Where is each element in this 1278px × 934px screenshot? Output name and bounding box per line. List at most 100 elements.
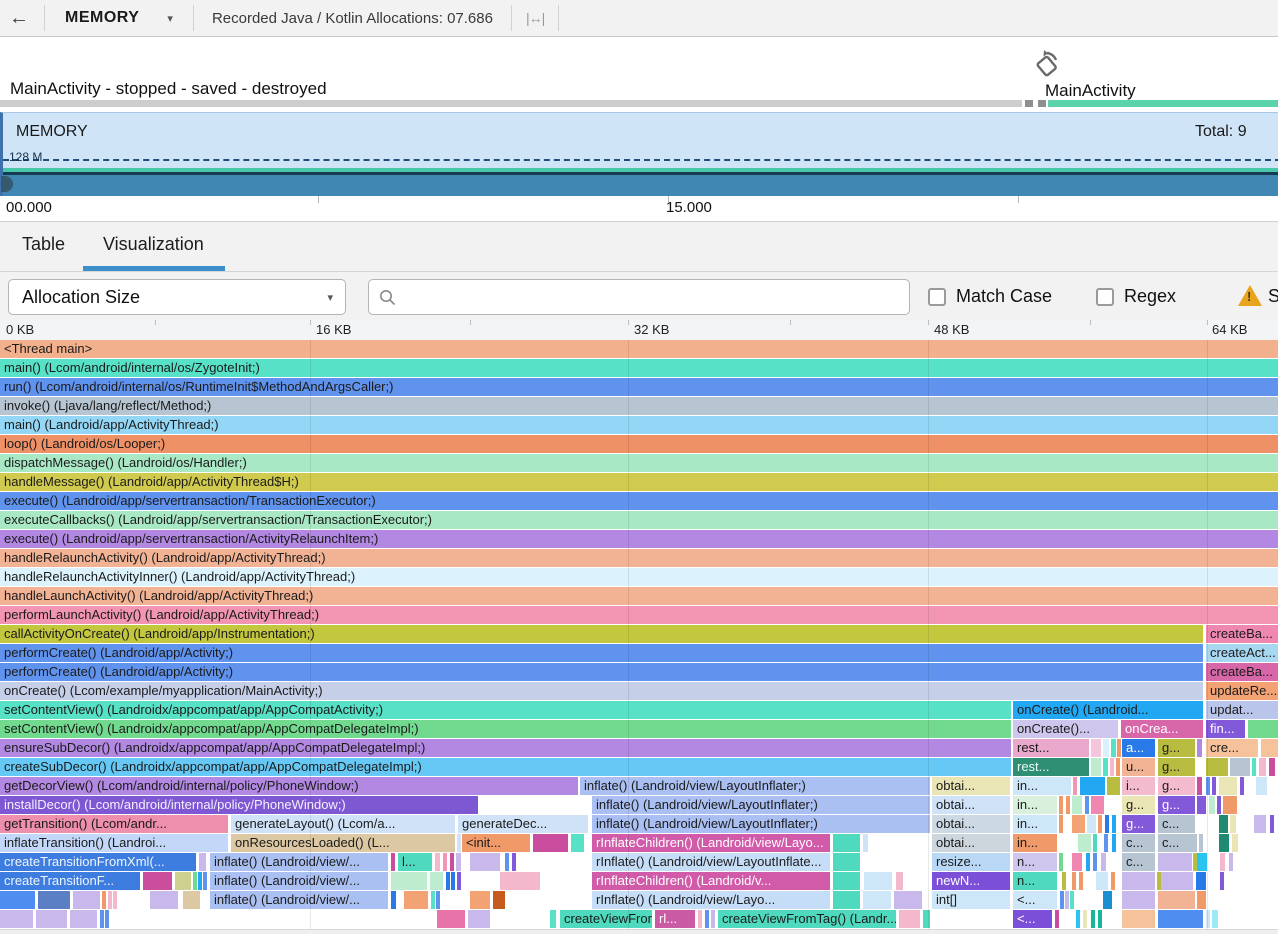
flame-sliver[interactable]	[1103, 891, 1112, 909]
lifecycle-segment[interactable]	[1048, 100, 1278, 107]
flame-sliver[interactable]	[435, 853, 440, 871]
tab-visualization[interactable]: Visualization	[103, 234, 204, 254]
flame-sliver[interactable]	[899, 910, 920, 928]
flame-sliver[interactable]	[1091, 910, 1095, 928]
flame-segment[interactable]: u...	[1122, 758, 1155, 776]
flame-segment[interactable]: performLaunchActivity() (Landroid/app/Ac…	[0, 606, 1278, 624]
flame-segment[interactable]: a...	[1122, 739, 1155, 757]
tab-table[interactable]: Table	[22, 234, 66, 254]
flame-sliver[interactable]	[1076, 910, 1080, 928]
flame-sliver[interactable]	[470, 853, 500, 871]
flame-sliver[interactable]	[1112, 834, 1116, 852]
flame-sliver[interactable]	[1256, 777, 1267, 795]
flame-sliver[interactable]	[1060, 891, 1064, 909]
flame-segment[interactable]: n...	[1013, 872, 1057, 890]
flame-sliver[interactable]	[1193, 853, 1197, 871]
flame-segment[interactable]: c...	[1122, 853, 1155, 871]
flame-segment[interactable]: rInflate() (Landroid/view/LayoutInflate.…	[592, 853, 830, 871]
flame-segment[interactable]: g...	[1158, 739, 1195, 757]
match-case-checkbox[interactable]	[928, 288, 946, 306]
flame-segment[interactable]: performCreate() (Landroid/app/Activity;)	[0, 644, 1203, 662]
flame-sliver[interactable]	[1101, 853, 1106, 871]
flame-segment[interactable]: int[]	[932, 891, 1010, 909]
flame-sliver[interactable]	[1232, 834, 1238, 852]
flame-sliver[interactable]	[533, 834, 568, 852]
flame-sliver[interactable]	[896, 872, 903, 890]
memory-track[interactable]: MEMORY Total: 9 128 M	[0, 112, 1278, 196]
flame-segment[interactable]: executeCallbacks() (Landroid/app/servert…	[0, 511, 1278, 529]
flame-sliver[interactable]	[863, 891, 891, 909]
flame-sliver[interactable]	[1066, 796, 1070, 814]
flame-sliver[interactable]	[1111, 872, 1115, 890]
flame-sliver[interactable]	[1096, 872, 1108, 890]
flame-sliver[interactable]	[430, 872, 443, 890]
flame-sliver[interactable]	[1091, 739, 1101, 757]
flame-segment[interactable]: n...	[1013, 853, 1057, 871]
flame-segment[interactable]: invoke() (Ljava/lang/reflect/Method;)	[0, 397, 1278, 415]
flame-sliver[interactable]	[1197, 853, 1207, 871]
flame-sliver[interactable]	[512, 853, 516, 871]
flame-segment[interactable]: onResourcesLoaded() (L...	[231, 834, 455, 852]
flame-segment[interactable]: handleMessage() (Landroid/app/ActivityTh…	[0, 473, 1278, 491]
flame-sliver[interactable]	[431, 891, 435, 909]
flame-sliver[interactable]	[1073, 777, 1077, 795]
flame-sliver[interactable]	[1248, 720, 1278, 738]
flame-sliver[interactable]	[1110, 758, 1114, 776]
flame-sliver[interactable]	[1197, 891, 1206, 909]
flame-segment[interactable]: inflate() (Landroid/view/...	[210, 872, 388, 890]
flame-sliver[interactable]	[1220, 853, 1225, 871]
flame-segment[interactable]: run() (Lcom/android/internal/os/RuntimeI…	[0, 378, 1278, 396]
flame-sliver[interactable]	[1122, 910, 1155, 928]
flame-sliver[interactable]	[436, 891, 440, 909]
flame-sliver[interactable]	[1209, 796, 1215, 814]
search-box[interactable]	[368, 279, 910, 315]
flame-sliver[interactable]	[102, 891, 106, 909]
flame-sliver[interactable]	[470, 891, 490, 909]
flame-sliver[interactable]	[1212, 910, 1218, 928]
flame-sliver[interactable]	[1252, 758, 1256, 776]
flame-sliver[interactable]	[70, 910, 97, 928]
flame-sliver[interactable]	[711, 910, 715, 928]
flame-segment[interactable]: cre...	[1206, 739, 1258, 757]
flame-sliver[interactable]	[108, 891, 112, 909]
flame-segment[interactable]: inflateTransition() (Landroi...	[0, 834, 228, 852]
flame-segment[interactable]: createTransitionF...	[0, 872, 140, 890]
flame-segment[interactable]: handleRelaunchActivityInner() (Landroid/…	[0, 568, 1278, 586]
flame-sliver[interactable]	[1107, 777, 1120, 795]
flame-segment[interactable]: inflate() (Landroid/view/LayoutInflater;…	[580, 777, 930, 795]
memory-track-dropdown[interactable]: MEMORY ▾	[51, 0, 187, 36]
flame-sliver[interactable]	[923, 910, 930, 928]
flame-sliver[interactable]	[193, 872, 197, 890]
flame-sliver[interactable]	[1103, 739, 1109, 757]
flame-sliver[interactable]	[864, 872, 892, 890]
flame-sliver[interactable]	[100, 910, 104, 928]
flame-sliver[interactable]	[404, 891, 428, 909]
flame-sliver[interactable]	[1206, 777, 1210, 795]
flame-sliver[interactable]	[1157, 872, 1161, 890]
timeline-ruler[interactable]: 00.000 15.000	[0, 196, 1278, 222]
flame-segment[interactable]: fin...	[1206, 720, 1245, 738]
flame-sliver[interactable]	[391, 853, 395, 871]
flame-segment[interactable]: g...	[1158, 777, 1195, 795]
flame-segment[interactable]: g...	[1122, 815, 1155, 833]
flame-segment[interactable]: c...	[1158, 815, 1195, 833]
flame-sliver[interactable]	[1065, 891, 1069, 909]
flame-segment[interactable]: in...	[1013, 777, 1071, 795]
flame-segment[interactable]: in...	[1013, 834, 1057, 852]
flame-segment[interactable]: <init...	[462, 834, 530, 852]
flame-segment[interactable]: obtai...	[932, 815, 1010, 833]
flame-segment[interactable]: inflate() (Landroid/view/...	[210, 853, 388, 871]
flame-sliver[interactable]	[113, 891, 117, 909]
flame-sliver[interactable]	[36, 910, 67, 928]
flame-segment[interactable]: main() (Lcom/android/internal/os/ZygoteI…	[0, 359, 1278, 377]
flame-segment[interactable]: onCrea...	[1121, 720, 1203, 738]
flame-sliver[interactable]	[1259, 758, 1266, 776]
flame-sliver[interactable]	[1217, 796, 1221, 814]
flame-segment[interactable]: createViewFromTa...	[560, 910, 652, 928]
flame-sliver[interactable]	[1059, 815, 1063, 833]
flame-sliver[interactable]	[505, 853, 509, 871]
flame-segment[interactable]: inflate() (Landroid/view/LayoutInflater;…	[592, 815, 930, 833]
flame-segment[interactable]: installDecor() (Lcom/android/internal/po…	[0, 796, 478, 814]
flame-sliver[interactable]	[698, 910, 702, 928]
flame-sliver[interactable]	[1091, 758, 1101, 776]
